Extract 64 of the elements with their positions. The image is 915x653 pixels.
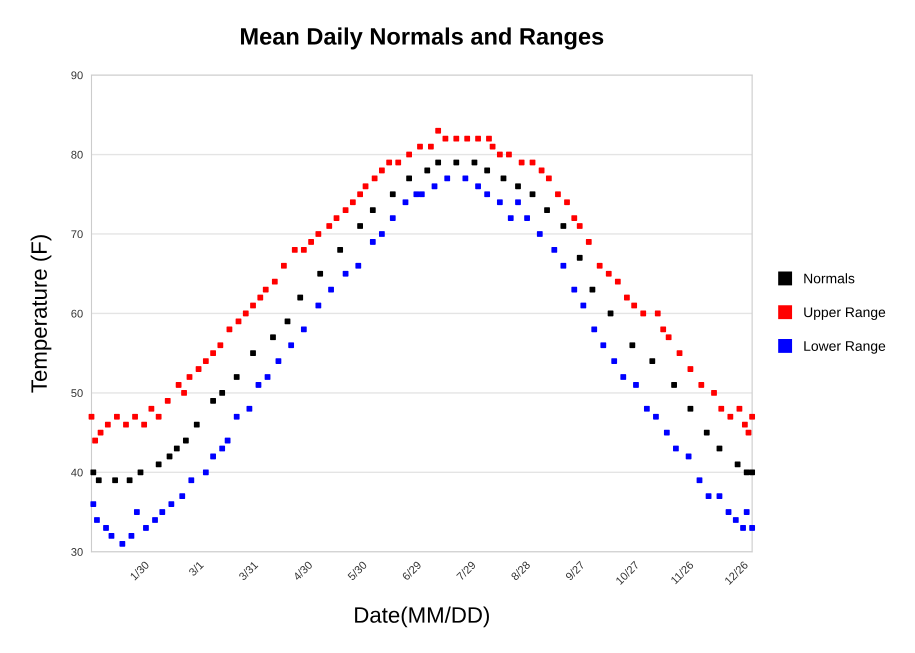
point bbox=[317, 270, 324, 277]
x-axis-title: Date(MM/DD) bbox=[355, 606, 489, 628]
point bbox=[210, 398, 216, 404]
legend-label: Lower Range bbox=[804, 341, 886, 354]
point bbox=[734, 462, 740, 468]
point bbox=[156, 462, 162, 468]
point bbox=[390, 191, 396, 198]
point bbox=[424, 168, 430, 174]
y-tick-label: 70 bbox=[71, 230, 83, 238]
point bbox=[182, 438, 189, 444]
point bbox=[453, 160, 460, 166]
point bbox=[435, 160, 442, 166]
x-tick-label: 5/30 bbox=[346, 560, 368, 581]
point bbox=[716, 446, 722, 452]
y-tick-label: 80 bbox=[71, 150, 83, 159]
legend-label: Upper Range bbox=[804, 307, 886, 320]
y-tick-label: 40 bbox=[71, 468, 83, 476]
x-tick-label: 7/29 bbox=[456, 560, 476, 581]
point bbox=[472, 160, 478, 166]
x-tick-label: 4/30 bbox=[292, 560, 313, 581]
point bbox=[112, 477, 118, 484]
point bbox=[576, 254, 583, 261]
point bbox=[250, 350, 256, 356]
point bbox=[671, 382, 677, 388]
point bbox=[515, 183, 521, 190]
point bbox=[560, 223, 566, 229]
point bbox=[234, 374, 240, 380]
point bbox=[370, 207, 376, 214]
point bbox=[166, 454, 172, 460]
x-tick-label: 3/1 bbox=[188, 560, 204, 577]
point bbox=[608, 310, 614, 316]
y-tick-label: 90 bbox=[71, 71, 83, 80]
point bbox=[749, 469, 756, 476]
point bbox=[174, 446, 180, 452]
y-tick-label: 60 bbox=[71, 310, 83, 318]
point bbox=[530, 191, 536, 198]
point bbox=[138, 469, 144, 476]
legend-label: Normals bbox=[804, 273, 854, 284]
x-tick-label: 3/31 bbox=[238, 560, 258, 581]
point bbox=[270, 334, 276, 340]
point bbox=[337, 246, 344, 253]
chart-title: Mean Daily Normals and Ranges bbox=[241, 27, 604, 50]
point bbox=[126, 477, 133, 484]
point bbox=[500, 175, 506, 182]
point bbox=[219, 390, 226, 396]
point bbox=[688, 406, 694, 412]
point bbox=[297, 294, 304, 300]
y-axis-title: Temperature (F) bbox=[30, 235, 52, 393]
x-tick-label: 6/29 bbox=[401, 560, 422, 581]
point bbox=[704, 430, 710, 436]
y-tick-label: 50 bbox=[71, 389, 83, 398]
point bbox=[406, 175, 412, 182]
point bbox=[90, 469, 96, 476]
point bbox=[284, 318, 290, 324]
point bbox=[590, 286, 596, 292]
y-tick-label: 30 bbox=[71, 548, 83, 556]
point bbox=[544, 207, 550, 214]
point bbox=[484, 168, 490, 174]
point bbox=[96, 477, 102, 484]
point bbox=[357, 223, 363, 229]
x-tick-label: 8/28 bbox=[510, 560, 531, 581]
point bbox=[629, 342, 636, 348]
point bbox=[649, 358, 656, 364]
point bbox=[194, 422, 200, 428]
